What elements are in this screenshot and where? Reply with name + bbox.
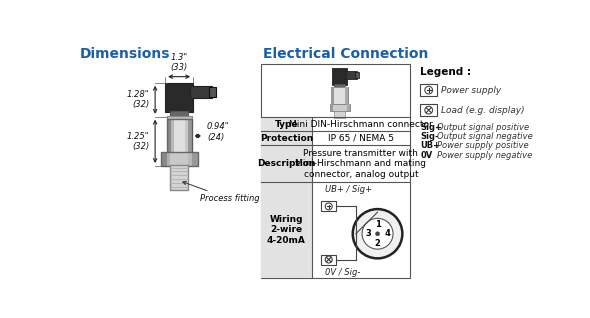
Bar (321, 201, 336, 211)
Text: 1: 1 (375, 220, 381, 229)
Bar (334, 111, 345, 118)
Text: 1.25"
(32): 1.25" (32) (127, 132, 150, 151)
Bar (167, 152, 170, 166)
Bar (329, 104, 333, 111)
Text: Electrical Connection: Electrical Connection (263, 47, 428, 61)
Text: 1.28"
(32): 1.28" (32) (127, 90, 150, 109)
Bar (332, 68, 348, 85)
Bar (170, 111, 188, 117)
Bar (261, 131, 312, 145)
Text: Load (e.g. display): Load (e.g. display) (441, 106, 525, 115)
Text: Sig+: Sig+ (420, 123, 442, 132)
Text: 0.94"
(24): 0.94" (24) (207, 122, 230, 142)
Bar (346, 104, 350, 111)
Bar (420, 84, 437, 96)
Bar (261, 117, 312, 131)
Text: Protection: Protection (260, 134, 313, 143)
Circle shape (362, 218, 393, 249)
Bar (261, 145, 312, 182)
Text: Power supply positive: Power supply positive (437, 141, 529, 150)
Text: Description: Description (257, 159, 316, 168)
Bar (420, 104, 437, 116)
Bar (188, 119, 192, 153)
Bar (160, 152, 198, 166)
Text: 2: 2 (375, 239, 381, 248)
Text: 3: 3 (365, 229, 371, 238)
Bar (190, 86, 212, 98)
Bar (167, 119, 171, 153)
Bar (346, 71, 356, 79)
Bar (167, 119, 192, 153)
Bar (331, 87, 334, 104)
Text: Type: Type (275, 120, 298, 129)
Bar (331, 87, 348, 104)
Text: IP 65 / NEMA 5: IP 65 / NEMA 5 (328, 134, 394, 143)
Text: 1.3"
(33): 1.3" (33) (171, 53, 188, 72)
Text: Output signal negative: Output signal negative (437, 132, 533, 141)
Text: Mini DIN-Hirschmann connector: Mini DIN-Hirschmann connector (289, 120, 432, 129)
Text: Process fitting: Process fitting (183, 182, 260, 204)
Circle shape (325, 203, 332, 210)
Bar (209, 87, 215, 97)
Text: Power supply: Power supply (441, 86, 502, 95)
Circle shape (325, 256, 332, 263)
Text: Wiring
2-wire
4-20mA: Wiring 2-wire 4-20mA (267, 215, 306, 245)
Circle shape (425, 86, 432, 94)
Bar (170, 165, 188, 190)
Bar (160, 152, 198, 166)
Text: 4: 4 (384, 229, 390, 238)
Text: Legend :: Legend : (420, 67, 471, 77)
Bar (160, 152, 167, 166)
Bar (167, 116, 192, 120)
Text: 0V / Sig-: 0V / Sig- (325, 268, 360, 277)
Bar (345, 87, 348, 104)
Circle shape (425, 106, 432, 114)
Bar (167, 119, 192, 153)
Bar (185, 119, 188, 153)
Bar (329, 104, 350, 111)
Circle shape (353, 209, 402, 259)
Bar (188, 152, 192, 166)
Circle shape (375, 232, 380, 236)
Bar (171, 119, 173, 153)
Text: Dimensions: Dimensions (80, 47, 171, 61)
Bar (355, 72, 359, 78)
Bar (334, 84, 345, 88)
Bar (165, 83, 193, 112)
Text: UB+ / Sig+: UB+ / Sig+ (325, 185, 372, 194)
Bar (192, 152, 198, 166)
Text: Pressure transmitter with
Mini-Hirschmann and mating
connector, analog output: Pressure transmitter with Mini-Hirschman… (296, 149, 427, 179)
Text: Sig-: Sig- (420, 132, 439, 141)
Text: UB+: UB+ (420, 141, 440, 150)
Bar (261, 182, 312, 278)
Text: 0V: 0V (420, 151, 432, 160)
Bar (321, 254, 336, 265)
Bar (170, 165, 188, 190)
Text: Power supply negative: Power supply negative (437, 151, 532, 160)
Text: Output signal positive: Output signal positive (437, 123, 529, 132)
Bar (261, 64, 410, 278)
